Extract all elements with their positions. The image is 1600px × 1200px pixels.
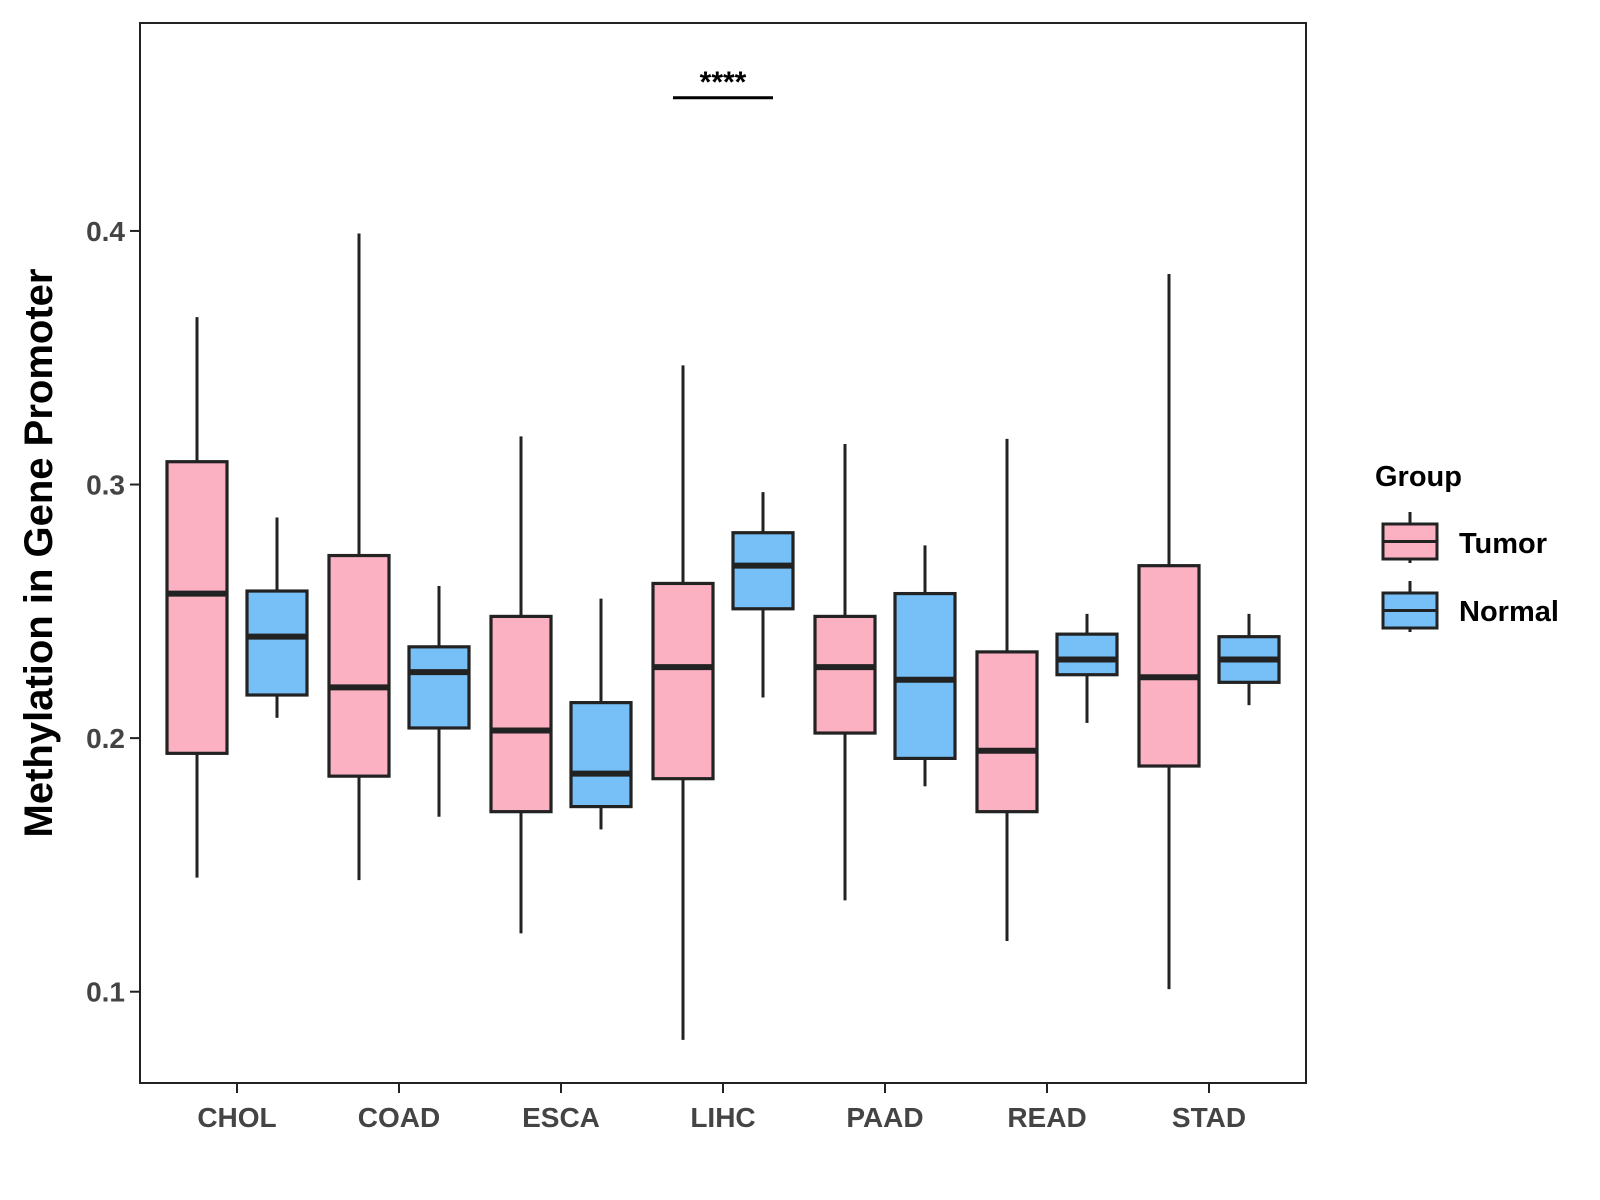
box-body bbox=[651, 581, 715, 781]
y-tick-label: 0.3 bbox=[86, 470, 125, 501]
box-tumor-stad bbox=[1137, 274, 1201, 990]
box-tumor-esca bbox=[489, 436, 553, 934]
x-tick-label: CHOL bbox=[197, 1102, 276, 1133]
y-tick-label: 0.4 bbox=[86, 216, 125, 247]
box-normal-chol bbox=[245, 517, 309, 718]
x-tick-label: COAD bbox=[358, 1102, 440, 1133]
x-tick-label: READ bbox=[1007, 1102, 1086, 1133]
box-normal-read bbox=[1055, 613, 1119, 723]
legend-title: Group bbox=[1375, 461, 1462, 493]
box-body bbox=[975, 650, 1039, 814]
box-body bbox=[245, 589, 309, 697]
plot-panel bbox=[139, 22, 1307, 1084]
legend-label-normal: Normal bbox=[1459, 596, 1559, 628]
x-tick-label: ESCA bbox=[522, 1102, 600, 1133]
box-body bbox=[489, 614, 553, 814]
box-body bbox=[1137, 564, 1201, 768]
box-normal-paad bbox=[893, 545, 957, 787]
box-tumor-coad bbox=[327, 233, 391, 881]
y-axis-title: Methylation in Gene Promoter bbox=[17, 269, 61, 838]
box-tumor-paad bbox=[813, 443, 877, 901]
y-axis: 0.1 0.2 0.3 0.4 bbox=[86, 216, 140, 1008]
box-body bbox=[893, 591, 957, 761]
legend: Group Tumor Normal bbox=[1375, 461, 1559, 632]
box-layer bbox=[165, 233, 1281, 1040]
box-normal-stad bbox=[1217, 613, 1281, 706]
box-body bbox=[407, 645, 471, 730]
box-normal-lihc bbox=[731, 492, 795, 698]
significance-label: **** bbox=[700, 66, 747, 99]
x-tick-label: STAD bbox=[1172, 1102, 1246, 1133]
x-axis: CHOL COAD ESCA LIHC PAAD READ STAD bbox=[197, 1083, 1246, 1133]
legend-label-tumor: Tumor bbox=[1459, 528, 1547, 560]
box-body bbox=[1055, 632, 1119, 677]
annotation-layer: **** bbox=[673, 66, 773, 100]
box-tumor-lihc bbox=[651, 365, 715, 1040]
y-tick-label: 0.2 bbox=[86, 723, 125, 754]
box-normal-coad bbox=[407, 585, 471, 817]
box-tumor-chol bbox=[165, 317, 229, 878]
y-tick-label: 0.1 bbox=[86, 977, 125, 1008]
box-normal-esca bbox=[569, 598, 633, 830]
box-body bbox=[731, 531, 795, 611]
x-tick-label: PAAD bbox=[846, 1102, 923, 1133]
legend-item-normal: Normal bbox=[1381, 581, 1559, 632]
box-body bbox=[569, 701, 633, 809]
legend-item-tumor: Tumor bbox=[1381, 512, 1547, 563]
box-body bbox=[327, 553, 391, 778]
box-body bbox=[813, 614, 877, 735]
x-tick-label: LIHC bbox=[690, 1102, 755, 1133]
box-body bbox=[165, 460, 229, 755]
box-tumor-read bbox=[975, 438, 1039, 941]
